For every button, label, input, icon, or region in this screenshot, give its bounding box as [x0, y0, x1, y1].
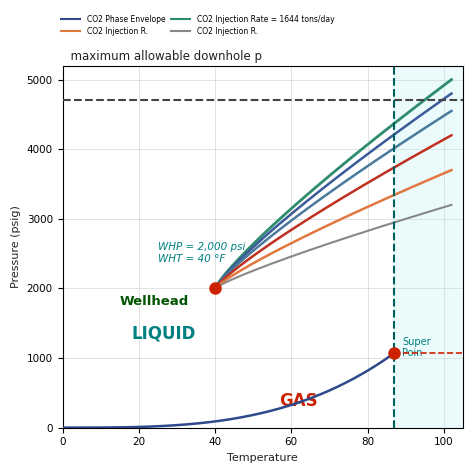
- Y-axis label: Pressure (psig): Pressure (psig): [11, 205, 21, 288]
- Text: WHP = 2,000 psi
WHT = 40 °F: WHP = 2,000 psi WHT = 40 °F: [158, 242, 245, 264]
- Text: GAS: GAS: [280, 392, 318, 410]
- Bar: [394, 66, 463, 428]
- Text: Wellhead: Wellhead: [120, 295, 189, 309]
- Text: LIQUID: LIQUID: [131, 325, 195, 343]
- Legend: CO2 Phase Envelope, CO2 Injection R., CO2 Injection Rate = 1644 tons/day, CO2 In: CO2 Phase Envelope, CO2 Injection R., CO…: [58, 11, 337, 39]
- X-axis label: Temperature: Temperature: [228, 453, 298, 463]
- Text: maximum allowable downhole p: maximum allowable downhole p: [63, 50, 262, 63]
- Text: Super
Poin: Super Poin: [402, 337, 430, 358]
